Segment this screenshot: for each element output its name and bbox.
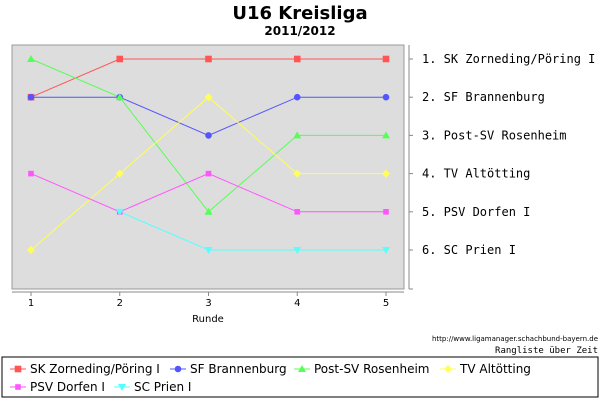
legend-label-sf-brannenburg: SF Brannenburg <box>190 362 287 376</box>
data-point-psv-dorfen-i <box>205 170 212 177</box>
data-point-sc-prien-i <box>382 247 390 254</box>
series-markers <box>27 55 390 254</box>
data-point-sk-zorneding-poring-i <box>293 55 301 63</box>
data-point-tv-altotting <box>115 169 124 178</box>
data-point-sf-brannenburg <box>205 132 212 139</box>
x-tick-label: 2 <box>117 298 123 309</box>
data-point-tv-altotting <box>382 169 390 178</box>
data-point-sk-zorneding-poring-i <box>116 55 124 63</box>
legend-label-sc-prien-i: SC Prien I <box>134 380 191 394</box>
data-point-sc-prien-i <box>204 247 213 254</box>
data-point-sf-brannenburg <box>27 93 35 101</box>
legend-box <box>1 356 599 398</box>
data-point-sc-prien-i <box>293 247 302 254</box>
legend-label-post-sv-rosenheim: Post-SV Rosenheim <box>314 362 429 376</box>
legend-label-tv-altotting: TV Altötting <box>459 362 531 376</box>
legend-label-psv-dorfen-i: PSV Dorfen I <box>30 380 105 394</box>
legend-marker-post-sv-rosenheim <box>298 365 306 372</box>
data-point-tv-altotting <box>293 169 302 178</box>
data-point-sc-prien-i <box>115 208 124 216</box>
data-point-post-sv-rosenheim <box>293 131 302 139</box>
x-tick-label: 3 <box>205 298 211 309</box>
data-point-sf-brannenburg <box>382 93 390 101</box>
rank-label: 4. TV Altötting <box>422 167 530 181</box>
rank-label: 1. SK Zorneding/Pöring I <box>422 52 595 66</box>
data-point-tv-altotting <box>27 246 35 254</box>
data-point-tv-altotting <box>204 93 213 102</box>
data-point-psv-dorfen-i <box>28 170 34 177</box>
x-tick-label: 5 <box>383 298 389 309</box>
legend: SK Zorneding/Pöring I SF Brannenburg Post-… <box>10 362 531 394</box>
data-point-sk-zorneding-poring-i <box>205 55 212 63</box>
data-point-psv-dorfen-i <box>294 209 301 215</box>
data-point-psv-dorfen-i <box>383 209 389 215</box>
series-line-sc-prien-i <box>119 211 386 251</box>
x-axis-label: Runde <box>192 314 224 325</box>
data-point-sk-zorneding-poring-i <box>382 55 390 63</box>
x-tick-label: 4 <box>294 298 300 309</box>
legend-label-sk-zorneding-poring-i: SK Zorneding/Pöring I <box>30 362 160 376</box>
chart-title: U16 Kreisliga <box>232 3 367 24</box>
data-point-post-sv-rosenheim <box>115 93 124 101</box>
rank-label: 5. PSV Dorfen I <box>422 205 530 219</box>
legend-marker-sk-zorneding-poring-i <box>14 365 22 373</box>
legend-marker-tv-altotting <box>444 365 452 373</box>
data-point-post-sv-rosenheim <box>382 131 390 139</box>
x-ticks: 1 2 3 4 5 <box>28 292 389 309</box>
y-ticks: 1. SK Zorneding/Pöring I 2. SF Brannenbur… <box>409 52 595 290</box>
x-tick-label: 1 <box>28 298 34 309</box>
data-point-post-sv-rosenheim <box>27 55 35 62</box>
rank-label: 6. SC Prien I <box>422 243 516 257</box>
data-point-post-sv-rosenheim <box>204 207 213 215</box>
rank-label: 2. SF Brannenburg <box>422 90 545 104</box>
legend-marker-sc-prien-i <box>118 384 126 391</box>
legend-marker-psv-dorfen-i <box>15 384 21 390</box>
caption-text: Rangliste über Zeit <box>495 346 598 356</box>
legend-marker-sf-brannenburg <box>174 365 182 373</box>
source-text: http://www.ligamanager.schachbund-bayern… <box>432 335 598 343</box>
rank-label: 3. Post-SV Rosenheim <box>422 128 567 142</box>
data-point-sf-brannenburg <box>293 93 301 101</box>
chart-subtitle: 2011/2012 <box>264 24 335 38</box>
